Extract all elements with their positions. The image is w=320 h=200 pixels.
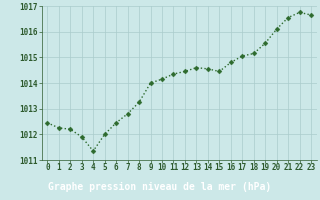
Text: Graphe pression niveau de la mer (hPa): Graphe pression niveau de la mer (hPa)	[48, 182, 272, 192]
